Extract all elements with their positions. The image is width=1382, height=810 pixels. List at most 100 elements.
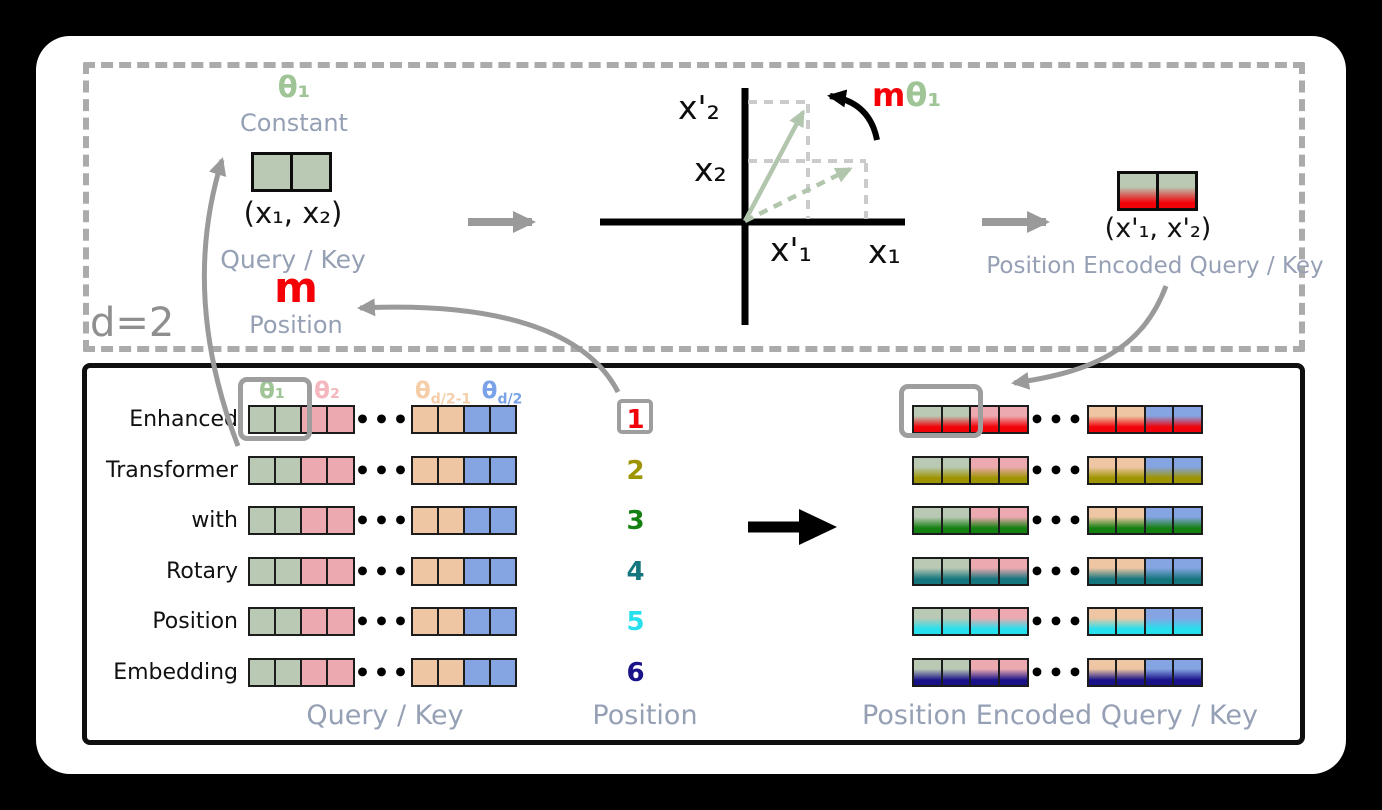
vector-cell: [462, 556, 491, 586]
encoded-vector-cell: [1172, 556, 1203, 586]
encoded-vector-cell: [1086, 658, 1118, 687]
d-equals-2-label: d=2: [90, 300, 175, 346]
encoded-vector-cell: [912, 506, 943, 536]
encoded-vector-cell: [912, 455, 943, 485]
encoded-vector-cell: [997, 556, 1029, 586]
theta-header: θd/2: [481, 378, 523, 408]
vector-cell-group: [1086, 658, 1203, 687]
encoded-vector-cell: [912, 658, 943, 687]
encoded-vector-cell: [997, 455, 1029, 485]
vector-cell: [410, 556, 439, 586]
ellipsis: •••: [1029, 556, 1086, 586]
encoded-vector-cell: [969, 506, 1000, 536]
vector-cell: [248, 405, 277, 434]
encoded-vector-cell: [1172, 506, 1203, 536]
vector-cell-group: [1086, 506, 1203, 536]
position-number: 3: [626, 506, 645, 537]
ellipsis: •••: [1029, 658, 1086, 687]
vector-cell: [248, 658, 277, 687]
position-number: 6: [626, 658, 645, 688]
encoded-vector-cell: [997, 658, 1029, 687]
vector-cell: [300, 607, 329, 637]
encoded-vector-cell: [1117, 171, 1159, 211]
vector-cell-group: [410, 455, 517, 485]
encoded-vector-cell: [1115, 455, 1146, 485]
encoded-vector-cell: [940, 506, 972, 536]
vector-cell: [248, 556, 277, 586]
theta-header: θ₁: [259, 378, 285, 404]
vector-cell-group: [248, 506, 355, 536]
vector-cell: [488, 658, 517, 687]
encoded-vector-cell: [997, 506, 1029, 536]
encoded-vector-cell: [969, 607, 1000, 637]
encoded-vector-cell: [940, 607, 972, 637]
vector-cell: [488, 506, 517, 536]
row-label: Enhanced: [129, 407, 238, 432]
vector-cell: [300, 455, 329, 485]
vector-cell: [462, 455, 491, 485]
vector-cell: [436, 607, 465, 637]
vector-cell-group: [912, 607, 1029, 637]
vector-cell: [274, 506, 303, 536]
vector-cell-group: [410, 506, 517, 536]
encoded-vector-cell: [1115, 506, 1146, 536]
encoded-vector-cell: [1143, 658, 1175, 687]
vector-cell: [326, 556, 355, 586]
vector-cell: [248, 455, 277, 485]
encoded-vector-cell: [912, 405, 943, 434]
encoded-vector-cell: [969, 556, 1000, 586]
position-number: 2: [626, 455, 645, 486]
position-label: Position: [249, 311, 343, 339]
position-number: 1: [626, 405, 645, 435]
encoded-vector-box: [1117, 171, 1198, 211]
vector-cell-group: [410, 658, 517, 687]
constant-label: Constant: [240, 109, 348, 137]
encoded-row: •••: [912, 506, 1203, 536]
encoded-highlight-box: [899, 384, 983, 438]
query-key-row: Transformer •••: [88, 455, 517, 485]
query-key-components-label: (x₁, x₂): [243, 196, 343, 230]
theta-header: θd/2-1: [414, 378, 472, 408]
vector-cell-group: [410, 556, 517, 586]
vector-cell: [274, 658, 303, 687]
x1-label: x₁: [868, 232, 901, 271]
vector-cell: [436, 556, 465, 586]
encoded-row: •••: [912, 607, 1203, 637]
vector-cell: [488, 607, 517, 637]
encoded-vector-cell: [940, 556, 972, 586]
vector-cell-group: [248, 455, 355, 485]
vector-cell: [326, 405, 355, 434]
m-position-label: m: [274, 263, 318, 312]
encoded-vector-cell: [912, 607, 943, 637]
encoded-vector-cell: [1086, 607, 1118, 637]
encoded-vector-cell: [1115, 658, 1146, 687]
ellipsis: •••: [354, 658, 412, 687]
rotation-theta1: θ₁: [905, 76, 942, 114]
encoded-vector-cell: [997, 405, 1029, 434]
vector-cell-group: [1086, 405, 1203, 434]
ellipsis: •••: [1029, 607, 1086, 637]
position-number: 5: [626, 607, 645, 638]
vector-cell-group: [912, 658, 1029, 687]
encoded-vector-cell: [940, 455, 972, 485]
vector-cell: [410, 607, 439, 637]
vector-cell-group: [1086, 455, 1203, 485]
ellipsis: •••: [1029, 506, 1086, 536]
encoded-vector-cell: [1143, 607, 1175, 637]
m-theta1-rotation-label: mθ₁: [872, 76, 941, 114]
encoded-vector-cell: [1115, 556, 1146, 586]
vector-cell: [462, 607, 491, 637]
row-label: Transformer: [105, 457, 238, 483]
vector-cell-group: [248, 658, 355, 687]
vector-cell: [300, 506, 329, 536]
vector-cell: [326, 506, 355, 536]
row-label: Embedding: [113, 660, 238, 685]
x1-rotated-label: x'₁: [770, 230, 812, 269]
vector-cell: [251, 152, 293, 192]
vector-cell: [410, 405, 439, 434]
vector-cell: [290, 152, 332, 192]
row-label: with: [191, 508, 238, 534]
encoded-row: •••: [912, 556, 1203, 586]
ellipsis: •••: [354, 607, 412, 637]
